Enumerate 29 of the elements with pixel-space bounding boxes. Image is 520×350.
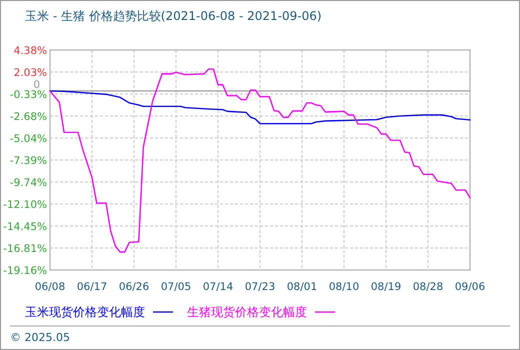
x-tick-label: 08/10 [328, 281, 360, 293]
y-tick-label: -9.74% [10, 176, 48, 189]
x-tick-label: 07/23 [244, 281, 276, 293]
chart-title: 玉米 - 生猪 价格趋势比较(2021-06-08 - 2021-09-06) [25, 9, 322, 23]
y-tick-label: -16.81% [3, 243, 48, 256]
legend-label: 玉米现货价格变化幅度 [25, 305, 145, 319]
y-tick-label: -0.33% [10, 89, 48, 102]
y-tick-label: -19.16% [3, 265, 48, 277]
x-tick-label: 09/06 [454, 281, 486, 293]
x-tick-label: 06/26 [118, 281, 150, 293]
y-tick-label: -7.39% [10, 155, 48, 167]
ref-line-label: 0 [33, 78, 40, 91]
text: © 2025.05 [10, 331, 70, 344]
x-tick-label: 08/01 [286, 281, 318, 293]
y-tick-label: -12.10% [3, 199, 48, 212]
x-tick-label: 06/17 [76, 281, 108, 293]
x-tick-label: 07/14 [202, 281, 234, 293]
x-tick-label: 08/19 [370, 281, 402, 293]
y-tick-label: -14.45% [3, 220, 48, 233]
x-tick-label: 08/28 [412, 281, 444, 293]
legend-label: 生猪现货价格变化幅度 [187, 305, 307, 319]
y-tick-label: 2.03% [14, 66, 48, 79]
x-tick-label: 06/08 [34, 281, 66, 293]
line-series [49, 68, 471, 253]
y-tick-label: -5.04% [10, 133, 48, 146]
line-series [49, 90, 471, 124]
x-tick-label: 07/05 [160, 281, 192, 293]
y-tick-label: 4.38% [14, 45, 48, 57]
y-tick-label: -2.68% [10, 110, 48, 123]
